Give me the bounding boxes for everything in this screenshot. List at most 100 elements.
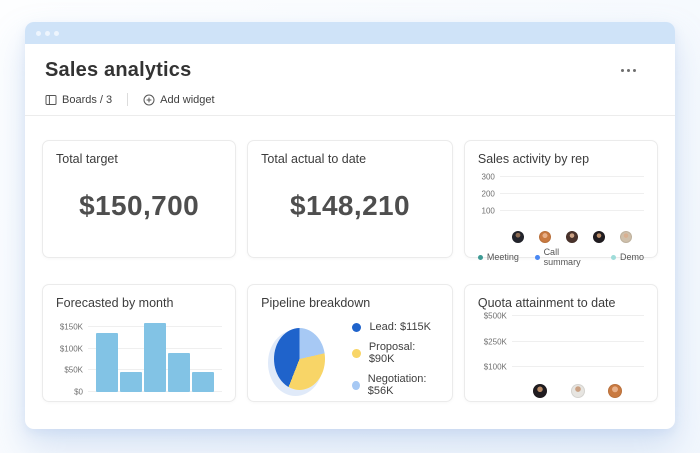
- window-control-dot[interactable]: [54, 30, 59, 36]
- plus-circle-icon: [143, 94, 155, 105]
- board-icon: [45, 94, 57, 105]
- bar-group: [500, 172, 644, 228]
- bar[interactable]: [192, 372, 215, 392]
- bar[interactable]: [96, 333, 118, 392]
- avatar-slot: [559, 231, 585, 243]
- widget-total-actual: Total actual to date $148,210: [247, 140, 453, 258]
- axis-tick-label: $100K: [59, 344, 83, 354]
- legend-label: Meeting: [486, 252, 519, 262]
- kpi-value: $150,700: [79, 190, 200, 221]
- y-axis: $0 $50K $100K $150K: [56, 316, 88, 396]
- legend-item[interactable]: Demo: [610, 247, 644, 267]
- toolbar-divider: [127, 93, 129, 106]
- avatar-row: [500, 231, 644, 243]
- bar[interactable]: [168, 352, 191, 392]
- page-title: Sales analytics: [45, 59, 192, 81]
- widget-forecast: Forecasted by month $0 $50K $100K $150K: [42, 284, 237, 402]
- avatar: [565, 231, 578, 243]
- avatar-slot: [532, 231, 558, 243]
- avatar-slot: [613, 231, 639, 243]
- avatar: [538, 231, 551, 243]
- avatar-slot: [586, 231, 612, 243]
- axis-tick-label: $500K: [483, 311, 507, 321]
- legend-dot: [352, 380, 360, 390]
- ellipsis-icon: [632, 68, 636, 73]
- legend-dot: [610, 254, 616, 260]
- legend-dot: [352, 348, 361, 358]
- axis-tick-label: $50K: [64, 365, 83, 375]
- legend-item[interactable]: Proposal: $90K: [352, 341, 438, 365]
- window-control-dot[interactable]: [36, 30, 41, 36]
- axis-tick-label: $0: [74, 387, 83, 397]
- legend-dot: [477, 254, 483, 260]
- app-window: Sales analytics Boards / 3: [25, 22, 675, 429]
- dashboard-header: Sales analytics Boards / 3: [25, 59, 675, 116]
- bar-group: [88, 316, 222, 392]
- avatar: [592, 231, 605, 243]
- legend-label: Negotiation: $56K: [367, 373, 427, 397]
- legend-label: Proposal: $90K: [368, 341, 416, 365]
- avatar: [511, 231, 524, 243]
- ellipsis-icon: [620, 68, 624, 73]
- plot-area: [511, 315, 644, 380]
- gridline: [511, 315, 644, 316]
- axis-tick-label: $150K: [59, 322, 83, 332]
- window-titlebar: [25, 22, 675, 44]
- avatar-row: [512, 384, 644, 398]
- gridline: [499, 210, 644, 212]
- boards-button[interactable]: Boards / 3: [45, 94, 112, 106]
- legend-dot: [534, 254, 540, 260]
- add-widget-label: Add widget: [160, 93, 215, 106]
- avatar-slot: [559, 384, 596, 398]
- kpi-value: $148,210: [290, 190, 410, 221]
- gridline: [511, 366, 644, 368]
- widget-title: Forecasted by month: [56, 296, 174, 310]
- plot-area: [499, 172, 644, 228]
- legend-item[interactable]: Negotiation: $56K: [352, 373, 438, 397]
- widget-quota: Quota attainment to date $100K $250K $500K: [463, 284, 658, 402]
- legend-label: Demo: [619, 252, 644, 262]
- ellipsis-icon: [626, 68, 630, 73]
- widget-title: Quota attainment to date: [477, 296, 616, 310]
- bar-group: [512, 316, 644, 380]
- bar[interactable]: [144, 323, 167, 392]
- y-axis: 100 200 300: [478, 172, 500, 228]
- legend-item[interactable]: Meeting: [477, 247, 519, 267]
- toolbar: Boards / 3 Add widget: [45, 93, 655, 106]
- avatar-slot: [522, 384, 559, 398]
- widget-title: Total target: [56, 152, 118, 166]
- legend-label: Call summary: [543, 247, 581, 267]
- widget-title: Sales activity by rep: [477, 152, 590, 166]
- boards-label: Boards / 3: [62, 93, 113, 106]
- pie-chart[interactable]: [274, 328, 326, 390]
- legend-dot: [352, 322, 362, 332]
- axis-tick-label: 300: [481, 172, 495, 182]
- widget-sales-activity: Sales activity by rep 100 200 300 Meeting C…: [463, 140, 658, 267]
- y-axis: $100K $250K $500K: [478, 312, 512, 380]
- widget-pipeline: Pipeline breakdown Lead: $115K Proposal: …: [247, 284, 453, 402]
- axis-tick-label: 100: [481, 206, 495, 216]
- avatar-slot: [505, 231, 531, 243]
- widget-total-target: Total target $150,700: [42, 140, 237, 258]
- axis-tick-label: $100K: [483, 362, 507, 372]
- window-control-dot[interactable]: [45, 30, 50, 36]
- legend-item[interactable]: Lead: $115K: [352, 321, 438, 333]
- chart-legend: Meeting Call summary Demo: [477, 247, 644, 267]
- axis-tick-label: $250K: [483, 337, 507, 347]
- widget-grid: Total target $150,700 Total actual to da…: [25, 116, 675, 402]
- legend-label: Lead: $115K: [369, 321, 432, 333]
- avatar: [619, 231, 632, 243]
- gridline: [499, 176, 644, 178]
- avatar-slot: [597, 384, 634, 398]
- axis-tick-label: 200: [481, 189, 495, 199]
- add-widget-button[interactable]: Add widget: [143, 93, 215, 106]
- chart-legend: Lead: $115K Proposal: $90K Negotiation: $5…: [352, 321, 438, 397]
- legend-item[interactable]: Call summary: [534, 247, 595, 267]
- gridline: [511, 340, 644, 342]
- bar[interactable]: [120, 372, 143, 392]
- more-options-button[interactable]: [616, 64, 642, 78]
- avatar: [570, 384, 585, 398]
- avatar: [533, 384, 548, 398]
- widget-title: Total actual to date: [261, 152, 367, 166]
